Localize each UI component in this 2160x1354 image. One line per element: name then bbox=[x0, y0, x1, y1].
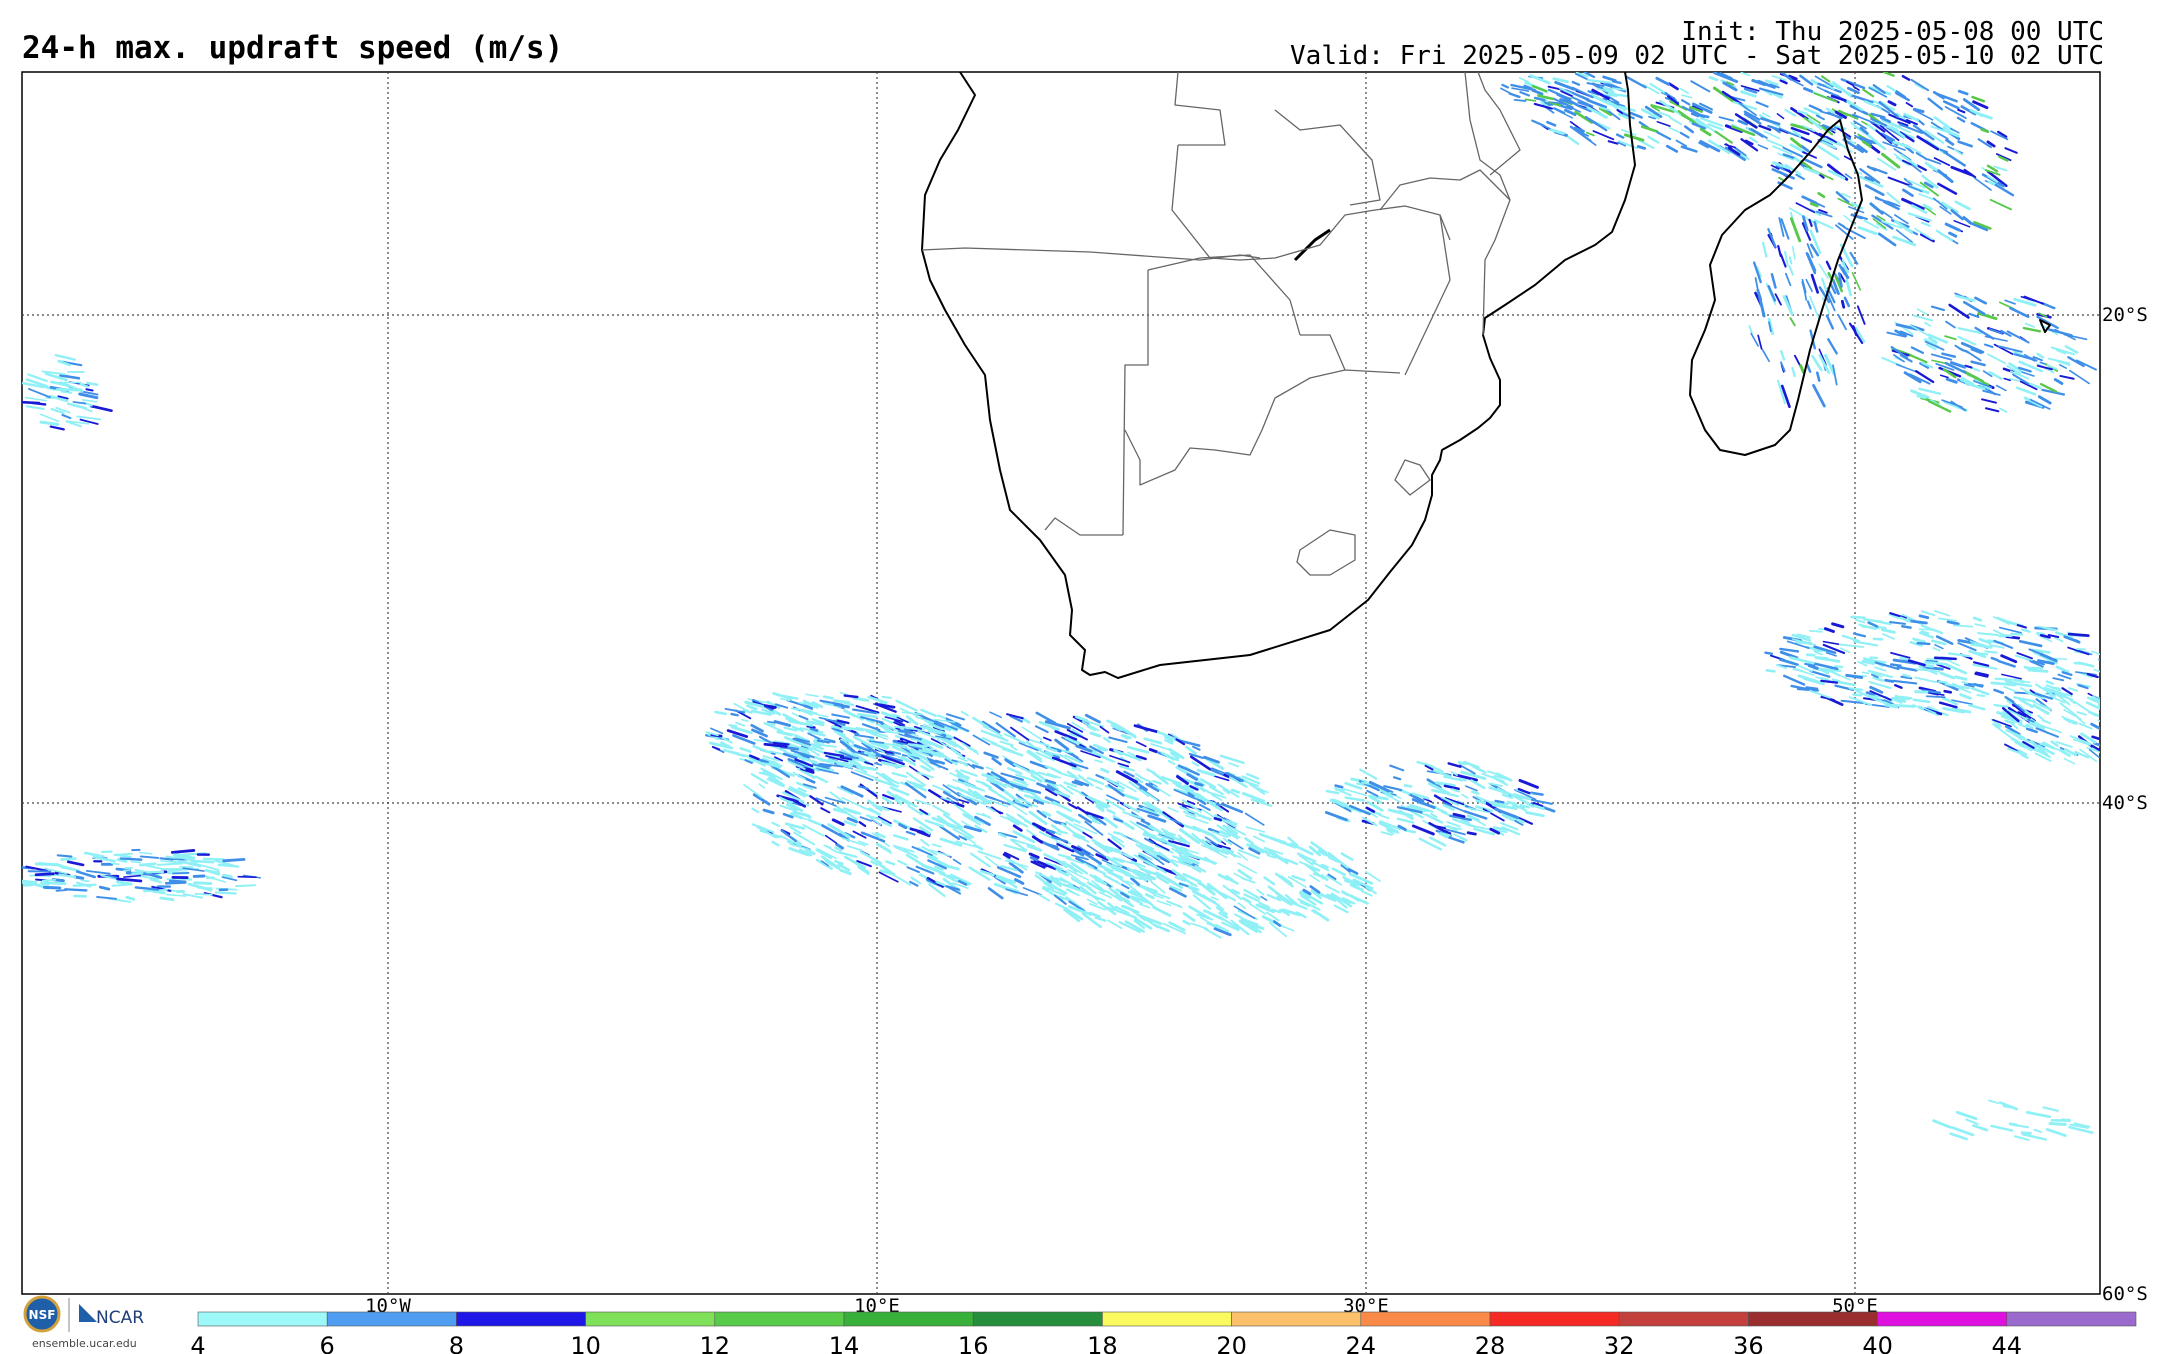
colorbar-swatch bbox=[1360, 1311, 1491, 1327]
mozambique-channel-island bbox=[2039, 319, 2051, 333]
colorbar-swatch bbox=[326, 1311, 457, 1327]
nsf-logo-text: NSF bbox=[29, 1308, 56, 1322]
lat-label-40s: 40°S bbox=[2102, 792, 2148, 814]
colorbar-swatch bbox=[456, 1311, 586, 1327]
border-drc bbox=[1174, 72, 1381, 206]
colorbar-swatch bbox=[843, 1311, 974, 1327]
init-time: Init: Thu 2025-05-08 00 UTC bbox=[1681, 17, 2104, 47]
border-zambia bbox=[1171, 144, 1451, 261]
map-title: 24-h max. updraft speed (m/s) bbox=[22, 30, 564, 66]
axis-labels: 10°W 10°E 30°E 50°E 20°S 40°S 60°S bbox=[365, 304, 2148, 1317]
run-info: Init: Thu 2025-05-08 00 UTC Valid: Fri 2… bbox=[1290, 17, 2104, 71]
colorbar-tick-label: 12 bbox=[700, 1332, 731, 1354]
ncar-logo-text: NCAR bbox=[96, 1308, 144, 1328]
valid-time: Valid: Fri 2025-05-09 02 UTC - Sat 2025-… bbox=[1290, 41, 2104, 71]
border-eswatini bbox=[1394, 459, 1431, 496]
lon-label-30e: 30°E bbox=[1343, 1295, 1389, 1317]
colorbar-tick-label: 24 bbox=[1346, 1332, 1377, 1354]
border-malawi bbox=[1464, 72, 1511, 201]
border-namibia-east bbox=[1122, 270, 1149, 536]
lake-kariba bbox=[1293, 228, 1331, 262]
colorbar-tick-label: 44 bbox=[1992, 1332, 2023, 1354]
colorbar-tick-label: 18 bbox=[1087, 1332, 1118, 1354]
coastlines bbox=[921, 72, 2051, 679]
updraft-field bbox=[22, 72, 2100, 1141]
africa-coastline bbox=[921, 72, 1636, 679]
lat-label-60s: 60°S bbox=[2102, 1283, 2148, 1305]
colorbar-swatch bbox=[1231, 1311, 1362, 1327]
colorbar-tick-label: 8 bbox=[449, 1332, 464, 1354]
colorbar-swatch bbox=[1877, 1311, 2008, 1327]
colorbar-tick-label: 10 bbox=[570, 1332, 601, 1354]
lat-label-20s: 20°S bbox=[2102, 304, 2148, 326]
lon-label-10e: 10°E bbox=[854, 1295, 900, 1317]
colorbar-tick-label: 40 bbox=[1862, 1332, 1893, 1354]
colorbar-tick-label: 28 bbox=[1475, 1332, 1506, 1354]
colorbar: 4 6 8 10 12 14 16 18 20 24 28 32 36 40 44 bbox=[190, 1311, 2137, 1354]
colorbar-swatch bbox=[972, 1311, 1103, 1327]
border-mozambique bbox=[1379, 72, 1521, 336]
colorbar-swatch bbox=[585, 1311, 716, 1327]
country-borders bbox=[921, 72, 1521, 576]
border-south-africa-north bbox=[1044, 517, 1123, 536]
ncar-nsf-logo: NSF NCAR bbox=[23, 1295, 144, 1333]
colorbar-tick-label: 4 bbox=[190, 1332, 205, 1354]
colorbar-swatch bbox=[1618, 1311, 1749, 1327]
colorbar-swatch bbox=[1102, 1311, 1232, 1327]
colorbar-tick-label: 6 bbox=[320, 1332, 335, 1354]
colorbar-swatch bbox=[1748, 1311, 1878, 1327]
graticule bbox=[22, 72, 2100, 1294]
colorbar-swatch bbox=[197, 1311, 328, 1327]
border-lesotho bbox=[1296, 529, 1356, 576]
colorbar-swatch bbox=[714, 1311, 845, 1327]
colorbar-tick-label: 20 bbox=[1216, 1332, 1247, 1354]
border-namibia-botswana bbox=[1147, 254, 1301, 336]
lon-label-50e: 50°E bbox=[1832, 1295, 1878, 1317]
madagascar-coastline bbox=[1689, 119, 1863, 456]
colorbar-tick-label: 36 bbox=[1733, 1332, 1764, 1354]
colorbar-tick-label: 32 bbox=[1604, 1332, 1635, 1354]
lon-label-10w: 10°W bbox=[365, 1295, 411, 1317]
border-botswana bbox=[1124, 369, 1401, 486]
logo-url: ensemble.ucar.edu bbox=[32, 1337, 137, 1350]
border-zimbabwe bbox=[1300, 214, 1451, 376]
map-frame bbox=[21, 71, 2101, 1295]
colorbar-tick-label: 14 bbox=[829, 1332, 860, 1354]
colorbar-swatch bbox=[1489, 1311, 1620, 1327]
colorbar-swatch bbox=[2006, 1311, 2137, 1327]
colorbar-tick-label: 16 bbox=[958, 1332, 989, 1354]
